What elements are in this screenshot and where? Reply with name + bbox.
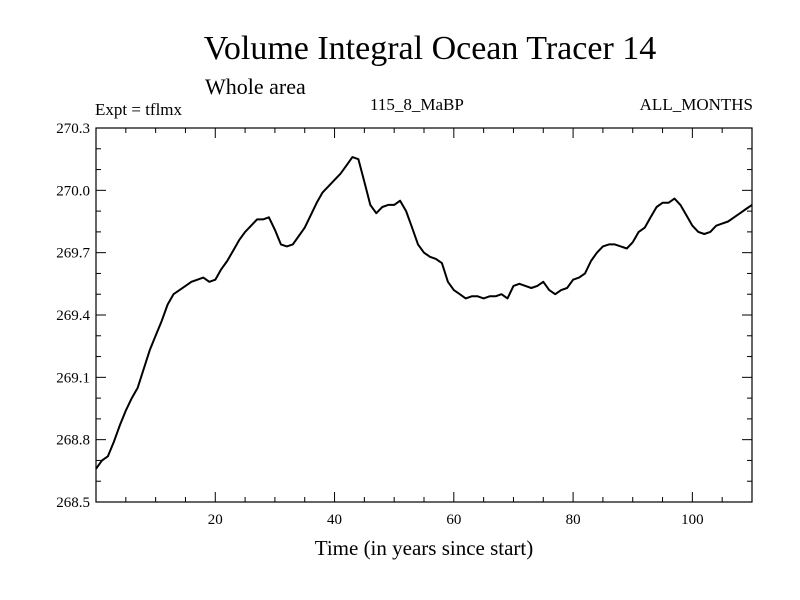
chart-title: Volume Integral Ocean Tracer 14 xyxy=(203,30,657,67)
x-axis-label: Time (in years since start) xyxy=(314,536,534,560)
axis-ticks xyxy=(96,128,752,502)
series-line-tracer14 xyxy=(95,156,753,470)
x-tick-label: 60 xyxy=(446,512,461,528)
y-tick-label: 269.1 xyxy=(56,370,90,386)
tick-labels: 20 40 60 80 100 268.5 268.8 269.1 269.4 269.7 270.… xyxy=(56,121,703,528)
y-tick-label: 270.0 xyxy=(56,183,90,199)
y-tick-label: 268.5 xyxy=(56,495,90,511)
x-tick-label: 80 xyxy=(566,512,581,528)
months-label: ALL_MONTHS xyxy=(639,95,753,114)
y-tick-label: 269.4 xyxy=(56,308,90,324)
chart-subtitle: Whole area xyxy=(205,74,306,99)
x-tick-label: 20 xyxy=(208,512,223,528)
period-label: 115_8_MaBP xyxy=(370,95,464,114)
y-tick-label: 270.3 xyxy=(56,121,90,137)
x-tick-label: 100 xyxy=(681,512,704,528)
series-lines xyxy=(95,156,753,470)
y-tick-label: 269.7 xyxy=(56,246,90,262)
plot-frame xyxy=(95,127,753,503)
experiment-label: Expt = tflmx xyxy=(95,100,183,119)
x-tick-label: 40 xyxy=(327,512,342,528)
y-tick-label: 268.8 xyxy=(56,433,90,449)
